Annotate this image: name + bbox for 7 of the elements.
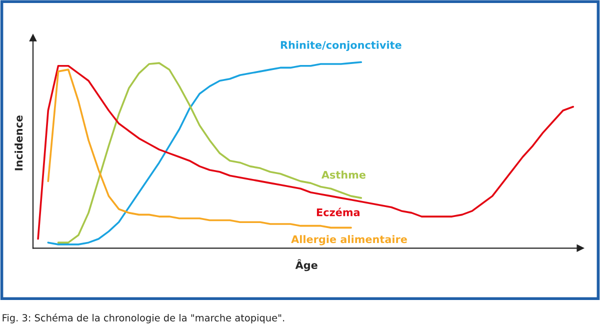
series-label: Asthme	[321, 170, 366, 179]
series-label: Rhinite/conjonctivite	[280, 40, 402, 52]
y-axis-title: Incidence	[14, 115, 23, 170]
x-axis-title: Âge	[295, 259, 318, 272]
series-label: Allergie alimentaire	[291, 235, 407, 246]
series-label: Eczéma	[316, 208, 360, 216]
caption: Fig. 3: Schéma de la chronologie de la "marche atopique".	[2, 314, 284, 324]
